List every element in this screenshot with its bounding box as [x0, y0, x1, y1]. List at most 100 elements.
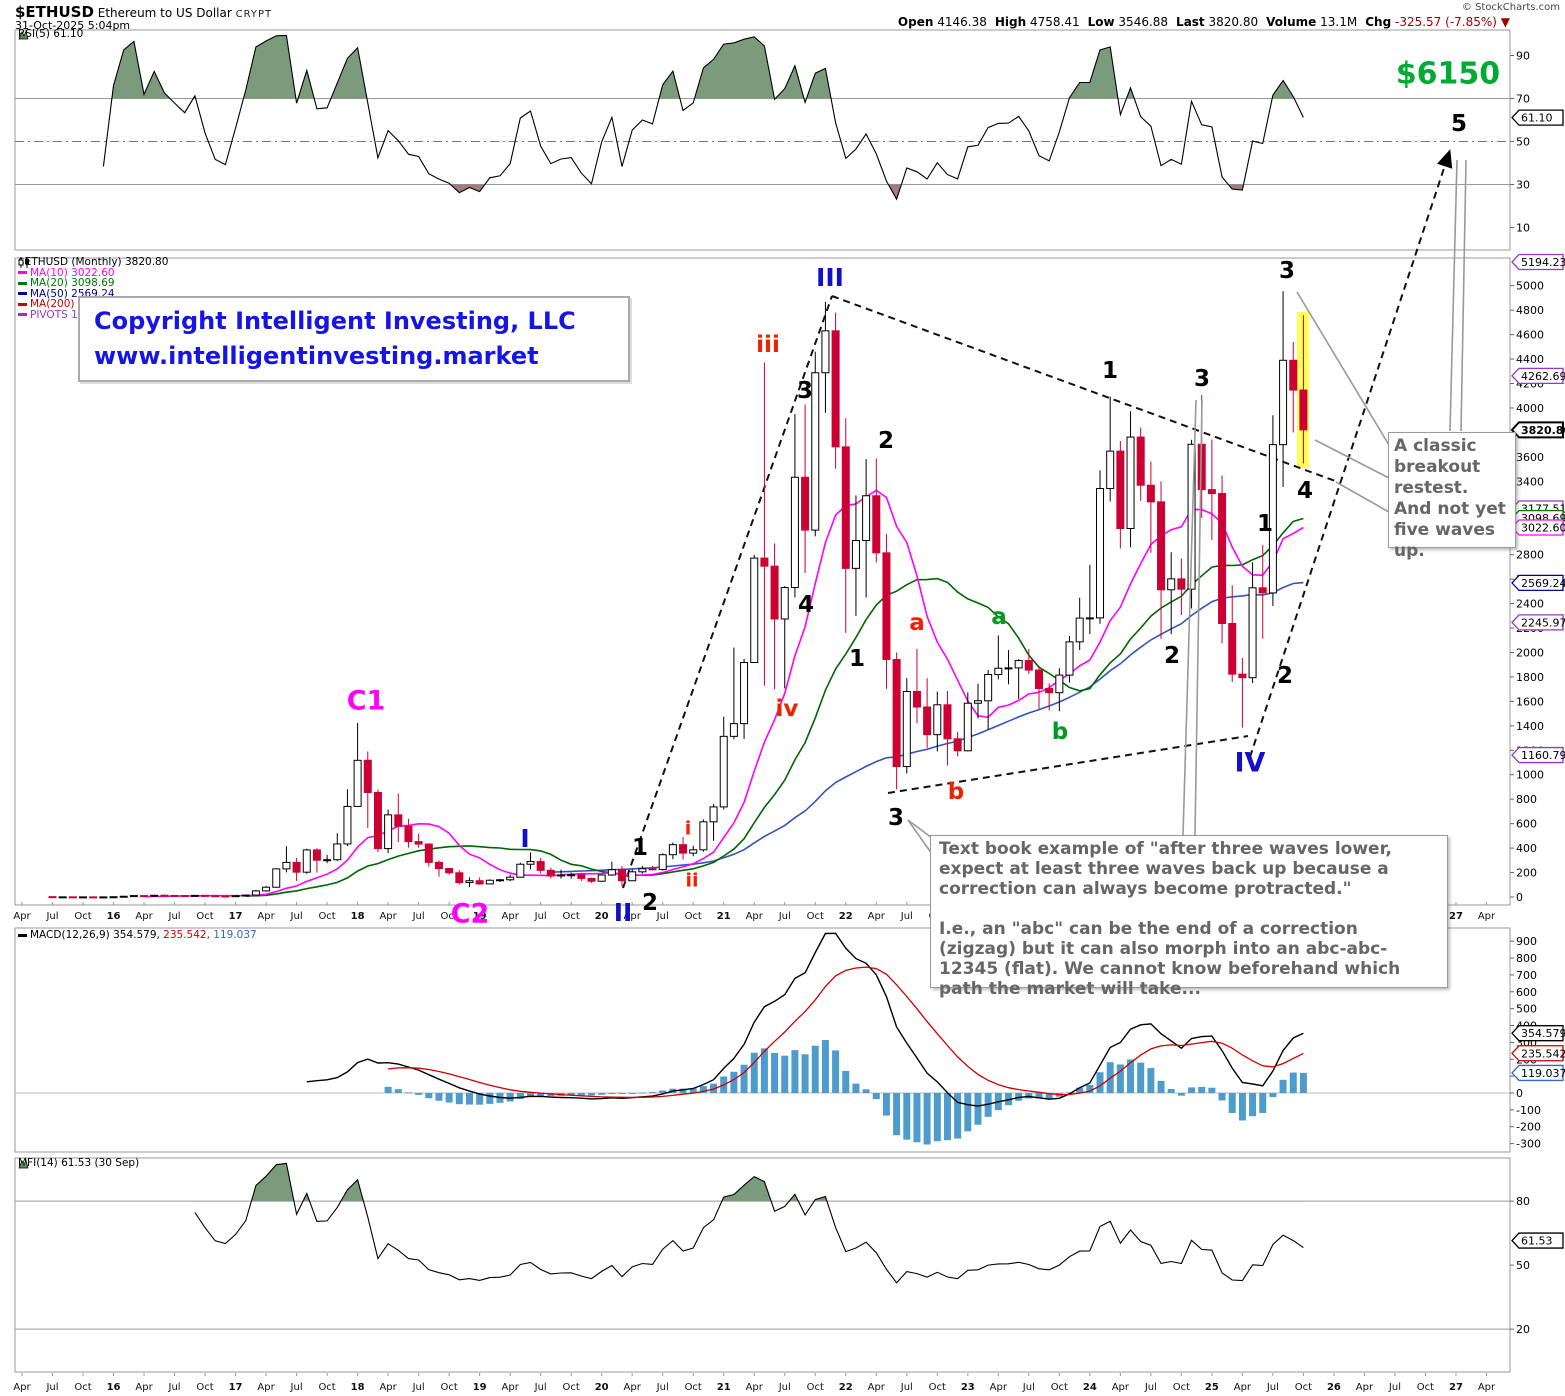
line-swatch [18, 302, 27, 306]
svg-text:700: 700 [1516, 969, 1537, 982]
textbook-annotation-box: Text book example of "after three waves … [930, 835, 1448, 999]
macd-legend-text: MACD(12,26,9) 354.579, 235.542, 119.037 [18, 930, 257, 941]
svg-text:$6150: $6150 [1396, 57, 1500, 92]
svg-text:800: 800 [1516, 793, 1537, 806]
quote-strip: Open 4146.38 High 4758.41 Low 3546.88 Last … [610, 15, 1510, 29]
macd-series [306, 932, 1307, 1145]
svg-text:0: 0 [1516, 891, 1523, 904]
svg-text:Apr: Apr [135, 1382, 153, 1393]
svg-text:Jul: Jul [45, 1382, 58, 1393]
svg-text:10: 10 [1516, 222, 1530, 235]
svg-text:ii: ii [685, 870, 698, 892]
svg-text:3400: 3400 [1516, 475, 1544, 488]
svg-text:400: 400 [1516, 842, 1537, 855]
svg-text:C1: C1 [347, 685, 386, 716]
svg-text:3820.80: 3820.80 [1521, 424, 1565, 437]
svg-text:IV: IV [1235, 747, 1266, 778]
line-swatch [18, 292, 27, 295]
macd-legend: MACD(12,26,9) 354.579, 235.542, 119.037 [18, 930, 257, 941]
svg-text:Jul: Jul [778, 911, 791, 922]
quote-label: Volume [1266, 15, 1317, 29]
svg-text:Oct: Oct [74, 911, 91, 922]
svg-text:Oct: Oct [1417, 1382, 1434, 1393]
svg-text:Jul: Jul [168, 911, 181, 922]
svg-text:Oct: Oct [196, 911, 213, 922]
svg-text:61.10: 61.10 [1521, 112, 1553, 125]
svg-text:50: 50 [1516, 136, 1530, 149]
textbook-paragraph-1: Text book example of "after three waves … [939, 839, 1392, 899]
rsi-legend: RSI(5) 61.10 [18, 29, 83, 40]
svg-text:Apr: Apr [746, 1382, 764, 1393]
quote-label: Low [1087, 15, 1115, 29]
svg-text:22: 22 [839, 911, 853, 922]
svg-text:III: III [816, 263, 844, 292]
svg-text:3: 3 [1194, 366, 1210, 392]
quote-value: 4146.38 [937, 15, 987, 29]
svg-text:1: 1 [1102, 358, 1118, 384]
symbol-name: Ethereum to US Dollar [97, 6, 232, 20]
line-swatch [18, 271, 27, 274]
svg-text:2569.24: 2569.24 [1521, 577, 1565, 590]
svg-text:Apr: Apr [502, 911, 520, 922]
svg-text:Oct: Oct [1173, 1382, 1190, 1393]
svg-text:26: 26 [1327, 1382, 1341, 1393]
svg-text:3600: 3600 [1516, 451, 1544, 464]
quote-value: 3546.88 [1118, 15, 1169, 29]
svg-text:16: 16 [107, 1382, 121, 1393]
svg-text:Apr: Apr [746, 911, 764, 922]
svg-text:i: i [685, 818, 692, 840]
main-legend-row: $ETHUSD (Monthly) 3820.80 [18, 256, 169, 268]
svg-text:iv: iv [776, 696, 799, 722]
main-legend-row: MA(50) 2569.24 [18, 288, 168, 300]
rsi-legend-text: RSI(5) 61.10 [18, 28, 84, 40]
svg-text:Apr: Apr [257, 911, 275, 922]
svg-text:0: 0 [1516, 1087, 1523, 1100]
svg-text:Oct: Oct [318, 1382, 335, 1393]
svg-text:50: 50 [1516, 1259, 1530, 1272]
svg-text:Oct: Oct [440, 911, 457, 922]
svg-text:2245.97: 2245.97 [1521, 616, 1565, 629]
svg-text:4800: 4800 [1516, 304, 1544, 317]
svg-text:61.53: 61.53 [1521, 1235, 1553, 1248]
textbook-paragraph-2: I.e., an "abc" can be the end of a corre… [939, 919, 1401, 999]
svg-text:4: 4 [798, 592, 814, 618]
svg-text:Oct: Oct [807, 1382, 824, 1393]
svg-text:3: 3 [1279, 258, 1295, 284]
svg-text:2800: 2800 [1516, 549, 1544, 562]
svg-text:21: 21 [717, 1382, 731, 1393]
svg-text:21: 21 [717, 911, 731, 922]
svg-text:Jul: Jul [290, 911, 303, 922]
svg-text:Jul: Jul [656, 911, 669, 922]
svg-text:2: 2 [1164, 643, 1180, 669]
svg-text:b: b [948, 779, 964, 805]
svg-text:Apr: Apr [868, 911, 886, 922]
panel-grid [14, 29, 1511, 1373]
main-legend-row: PIVOTS 11 [18, 309, 168, 321]
svg-text:C2: C2 [451, 898, 490, 929]
svg-text:17: 17 [229, 911, 243, 922]
svg-text:5194.23: 5194.23 [1521, 256, 1565, 269]
svg-text:1160.79: 1160.79 [1521, 749, 1565, 762]
svg-text:Oct: Oct [685, 1382, 702, 1393]
svg-text:3: 3 [888, 805, 904, 831]
svg-text:800: 800 [1516, 952, 1537, 965]
chart-datetime: 31-Oct-2025 5:04pm [15, 19, 131, 32]
moving-averages [143, 489, 1304, 898]
svg-text:22: 22 [839, 1382, 853, 1393]
exchange-label: CRYPT [235, 9, 273, 20]
svg-text:Jul: Jul [290, 1382, 303, 1393]
copyright-line1: Copyright Intelligent Investing, LLC [94, 307, 576, 335]
svg-text:4262.69: 4262.69 [1521, 370, 1565, 383]
quote-value: 3820.80 [1208, 15, 1259, 29]
svg-text:1: 1 [1257, 511, 1273, 537]
svg-text:24: 24 [1083, 1382, 1097, 1393]
svg-text:200: 200 [1516, 867, 1537, 880]
svg-text:Oct: Oct [1295, 1382, 1312, 1393]
svg-text:354.579: 354.579 [1521, 1027, 1565, 1040]
svg-text:Oct: Oct [685, 911, 702, 922]
svg-text:Apr: Apr [13, 911, 31, 922]
area-chart-icon [18, 1158, 29, 1169]
quote-label: High [994, 15, 1027, 29]
